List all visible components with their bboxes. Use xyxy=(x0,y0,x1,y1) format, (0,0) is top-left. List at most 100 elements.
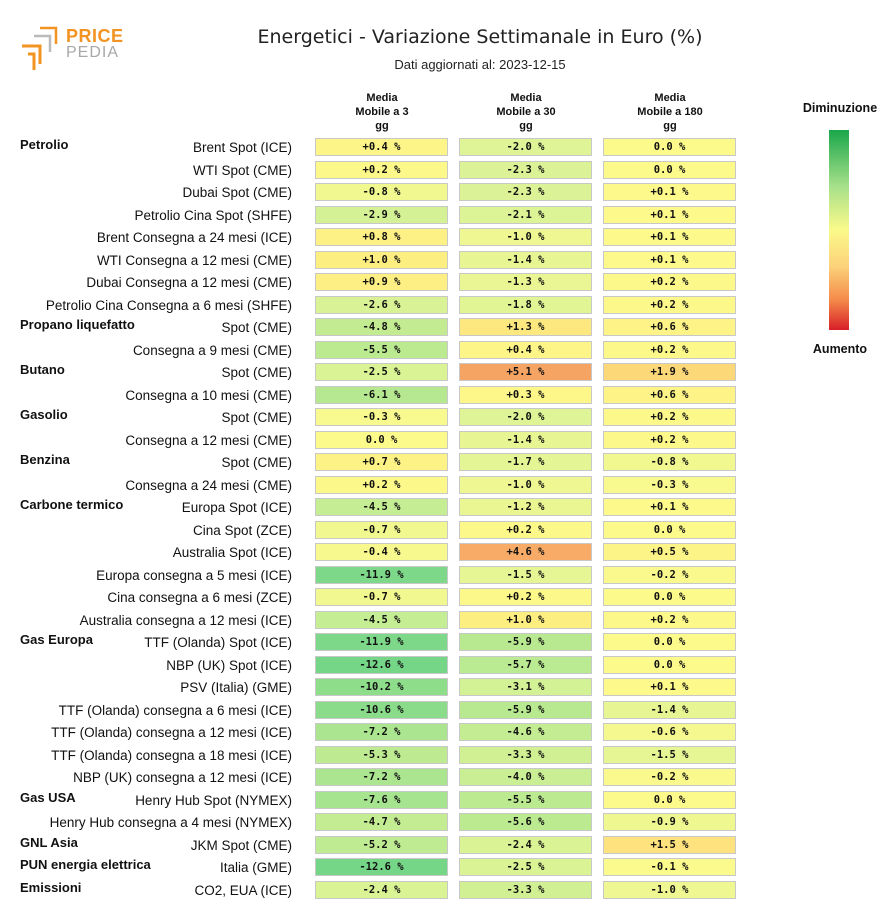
heatmap-cell: 0.0 % xyxy=(603,633,736,651)
row-label: TTF (Olanda) consegna a 18 mesi (ICE) xyxy=(51,747,292,763)
heatmap-cell: -1.4 % xyxy=(459,430,592,449)
row-label: Petrolio Cina Consegna a 6 mesi (SHFE) xyxy=(45,297,292,313)
heatmap-cell: -0.7 % xyxy=(315,520,448,539)
heatmap-cell: -3.3 % xyxy=(459,745,592,764)
heatmap-cell: -2.0 % xyxy=(459,408,592,426)
heatmap-cell: -10.6 % xyxy=(315,700,448,719)
heatmap-cell: +0.4 % xyxy=(315,138,448,156)
heatmap-cell: -2.4 % xyxy=(315,880,448,899)
heatmap-cell: +0.2 % xyxy=(603,610,736,629)
heatmap-cell: -1.4 % xyxy=(603,700,736,719)
group-label: GNL Asia xyxy=(20,834,78,850)
group-label: Gasolio xyxy=(20,407,68,422)
heatmap-cell: -3.3 % xyxy=(459,880,592,899)
group-label: Butano xyxy=(20,362,65,377)
group-label: Emissioni xyxy=(20,879,82,895)
heatmap-cell: -1.0 % xyxy=(459,228,592,246)
heatmap-cell: 0.0 % xyxy=(603,588,736,606)
heatmap-cell: +0.1 % xyxy=(603,183,736,201)
heatmap-cell: +1.0 % xyxy=(459,610,592,629)
group-label: Gas USA xyxy=(20,789,76,805)
heatmap-cell: +0.2 % xyxy=(459,520,592,539)
legend-label-increase: Aumento xyxy=(812,342,868,356)
heatmap-cell: +0.3 % xyxy=(459,385,592,404)
row-label: Europa Spot (ICE) xyxy=(181,500,292,515)
heatmap-cell: -0.3 % xyxy=(315,408,448,426)
heatmap-cell: -2.5 % xyxy=(315,363,448,381)
group-label: Gas Europa xyxy=(20,632,93,647)
heatmap-cell: -6.1 % xyxy=(315,385,448,404)
heatmap-cell: -1.8 % xyxy=(459,295,592,314)
column-header-30gg: Media Mobile a 30 gg xyxy=(459,91,593,133)
logo-word-pedia: PEDIA xyxy=(66,44,120,61)
heatmap-cell: -4.5 % xyxy=(315,498,448,516)
column-header-line: Mobile a 3 xyxy=(355,106,409,118)
heatmap-cell: -5.5 % xyxy=(315,340,448,359)
row-label: Spot (CME) xyxy=(221,455,292,470)
heatmap-cell: -3.1 % xyxy=(459,678,592,696)
row-label: Italia (GME) xyxy=(219,860,292,875)
heatmap-cell: -2.5 % xyxy=(459,858,592,876)
heatmap-cell: 0.0 % xyxy=(603,138,736,156)
heatmap-cell: -7.2 % xyxy=(315,723,448,741)
heatmap-cell: +0.1 % xyxy=(603,678,736,696)
heatmap-cell: +0.5 % xyxy=(603,543,736,561)
heatmap-cell: -1.2 % xyxy=(459,498,592,516)
heatmap-cell: -0.9 % xyxy=(603,813,736,831)
group-label: Petrolio xyxy=(20,137,69,152)
row-label: Brent Consegna a 24 mesi (ICE) xyxy=(96,230,292,245)
heatmap-cell: -11.9 % xyxy=(315,633,448,651)
heatmap-cell: -5.2 % xyxy=(315,835,448,854)
column-header-180gg: Media Mobile a 180 gg xyxy=(603,91,737,133)
heatmap-cell: -2.0 % xyxy=(459,138,592,156)
heatmap-cell: -0.6 % xyxy=(603,723,736,741)
heatmap-cell: +1.0 % xyxy=(315,250,448,269)
row-label: Cina Spot (ZCE) xyxy=(192,522,292,538)
heatmap-cell: -7.6 % xyxy=(315,790,448,809)
heatmap-cell: -0.7 % xyxy=(315,588,448,606)
row-label: Consegna a 10 mesi (CME) xyxy=(125,387,292,403)
column-header-3gg: Media Mobile a 3 gg xyxy=(315,91,449,133)
chart-title: Energetici - Variazione Settimanale in E… xyxy=(257,26,703,48)
row-label: Henry Hub consegna a 4 mesi (NYMEX) xyxy=(49,815,292,830)
row-label: WTI Consegna a 12 mesi (CME) xyxy=(96,252,292,268)
column-header-line: Mobile a 180 xyxy=(637,106,703,118)
column-header-line: Media xyxy=(366,92,398,104)
heatmap-cell: 0.0 % xyxy=(603,790,736,809)
legend-label-decrease: Diminuzione xyxy=(802,101,878,115)
group-label: PUN energia elettrica xyxy=(20,857,151,872)
heatmap-cell: +0.4 % xyxy=(459,340,592,359)
row-label: Cina consegna a 6 mesi (ZCE) xyxy=(107,590,292,605)
heatmap-cell: -2.3 % xyxy=(459,160,592,179)
column-header-line: gg xyxy=(375,120,389,132)
heatmap-cell: +0.1 % xyxy=(603,228,736,246)
group-label: Propano liquefatto xyxy=(20,317,135,332)
heatmap-cell: -12.6 % xyxy=(315,858,448,876)
heatmap-cell: -1.7 % xyxy=(459,453,592,471)
heatmap-cell: +0.2 % xyxy=(603,273,736,291)
heatmap-cell: 0.0 % xyxy=(603,655,736,674)
heatmap-cell: +0.6 % xyxy=(603,318,736,336)
row-label: NBP (UK) consegna a 12 mesi (ICE) xyxy=(73,770,292,785)
heatmap-cell: +5.1 % xyxy=(459,363,592,381)
heatmap-cell: -5.5 % xyxy=(459,790,592,809)
heatmap-cell: +4.6 % xyxy=(459,543,592,561)
heatmap-cell: -5.6 % xyxy=(459,813,592,831)
row-label: TTF (Olanda) consegna a 12 mesi (ICE) xyxy=(51,725,292,740)
heatmap-cell: -1.0 % xyxy=(603,880,736,899)
row-label: Dubai Consegna a 12 mesi (CME) xyxy=(86,275,292,290)
legend-color-scale xyxy=(829,130,849,330)
heatmap-cell: +0.2 % xyxy=(603,430,736,449)
heatmap-cell: +0.1 % xyxy=(603,498,736,516)
pricepedia-logo: PRICE PEDIA xyxy=(18,24,128,74)
heatmap-cell: +1.5 % xyxy=(603,835,736,854)
heatmap-cell: -4.7 % xyxy=(315,813,448,831)
heatmap-cell: -4.8 % xyxy=(315,318,448,336)
heatmap-cell: 0.0 % xyxy=(603,160,736,179)
heatmap-cell: -1.4 % xyxy=(459,250,592,269)
heatmap-cell: -0.8 % xyxy=(315,183,448,201)
heatmap-cell: -0.4 % xyxy=(315,543,448,561)
row-label: Spot (CME) xyxy=(221,320,292,335)
heatmap-cell: +0.1 % xyxy=(603,205,736,224)
row-label: Consegna a 24 mesi (CME) xyxy=(125,477,292,493)
